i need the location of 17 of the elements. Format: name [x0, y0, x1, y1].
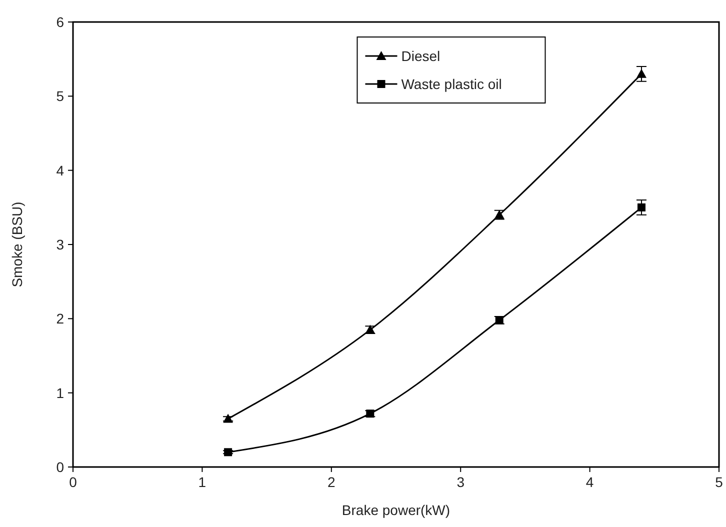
- x-axis-title: Brake power(kW): [342, 502, 450, 518]
- x-tick-label: 3: [456, 474, 465, 490]
- y-tick-label: 0: [56, 459, 64, 475]
- y-tick-label: 2: [56, 310, 64, 327]
- x-tick-label: 1: [198, 474, 206, 490]
- x-tick-label: 5: [715, 474, 724, 490]
- legend-label: Waste plastic oil: [401, 76, 502, 92]
- y-tick-label: 6: [56, 14, 64, 30]
- y-tick-label: 3: [56, 236, 64, 252]
- y-tick-label: 5: [56, 88, 64, 104]
- legend-label: Diesel: [401, 48, 440, 64]
- y-axis-title: Smoke (BSU): [9, 202, 25, 288]
- y-tick-label: 1: [56, 384, 64, 401]
- x-tick-label: 2: [328, 474, 336, 490]
- y-tick-label: 4: [56, 162, 64, 178]
- x-tick-label: 0: [69, 474, 78, 490]
- x-tick-label: 4: [586, 474, 594, 490]
